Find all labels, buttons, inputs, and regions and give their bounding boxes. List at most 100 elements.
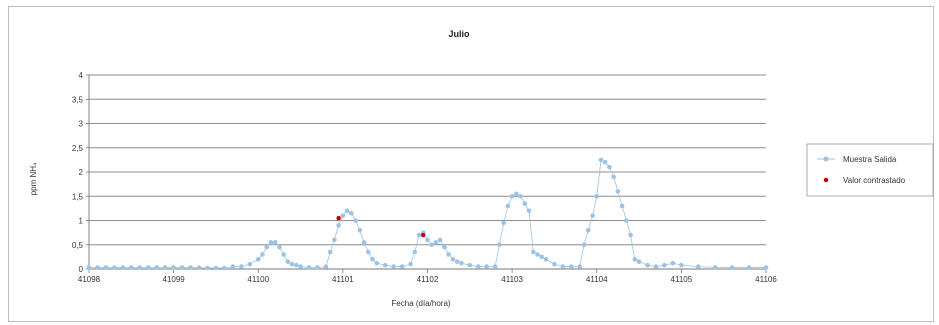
data-point-muestra-44 [370, 257, 375, 262]
data-point-muestra-9 [162, 265, 168, 270]
data-point-muestra-41 [357, 227, 363, 233]
data-point-muestra-22 [264, 244, 270, 250]
data-point-muestra-71 [518, 193, 523, 199]
data-point-muestra-16 [222, 265, 227, 271]
data-point-muestra-13 [196, 265, 202, 270]
data-point-muestra-104 [746, 265, 752, 270]
data-point-muestra-0 [86, 265, 92, 270]
x-tick-label-8: 41106 [755, 275, 777, 284]
data-point-muestra-105 [763, 265, 769, 270]
legend-label-valor: Valor contrastado [843, 176, 906, 185]
data-point-muestra-69 [509, 193, 515, 199]
data-point-muestra-97 [653, 264, 659, 269]
data-point-muestra-73 [526, 208, 532, 214]
data-point-muestra-30 [298, 264, 303, 269]
data-point-muestra-98 [662, 262, 667, 268]
data-point-muestra-65 [492, 264, 498, 269]
data-point-muestra-59 [450, 257, 456, 262]
data-point-muestra-55 [433, 240, 439, 245]
data-point-muestra-83 [585, 227, 591, 233]
data-point-muestra-58 [446, 252, 451, 257]
data-point-muestra-78 [552, 261, 557, 267]
data-point-muestra-80 [569, 264, 574, 269]
data-point-muestra-8 [154, 265, 159, 270]
legend-marker-muestra [823, 156, 829, 162]
legend: Muestra Salida Valor contrastado [806, 143, 934, 197]
chart-frame: Julio 0 0,5 1 1,5 2 2,5 3 3,5 4 41098 41099 41100 4… [8, 6, 934, 322]
data-point-muestra-14 [205, 265, 210, 271]
data-point-muestra-75 [535, 252, 540, 257]
x-tick-label-3: 41101 [332, 275, 354, 284]
x-ticks: 41098 41099 41100 41101 41102 41103 41104 41105… [78, 269, 777, 284]
data-point-muestra-33 [323, 264, 329, 269]
data-point-muestra-102 [712, 265, 718, 270]
data-point-muestra-67 [501, 220, 506, 226]
data-point-muestra-62 [467, 262, 473, 268]
data-point-muestra-64 [484, 264, 490, 269]
data-point-muestra-88 [607, 164, 612, 170]
data-point-muestra-85 [594, 193, 600, 199]
data-point-muestra-91 [619, 203, 625, 209]
y-tick-label-0: 0 [79, 265, 84, 274]
data-point-muestra-34 [327, 249, 333, 255]
y-tick-label-7: 3,5 [72, 95, 84, 104]
data-point-muestra-89 [611, 174, 616, 180]
legend-marker-valor [823, 177, 829, 183]
x-tick-label-7: 41105 [671, 275, 693, 284]
y-tick-label-8: 4 [79, 71, 84, 80]
data-point-muestra-94 [632, 257, 638, 262]
data-point-muestra-70 [514, 191, 519, 197]
x-tick-label-0: 41098 [78, 275, 101, 284]
chart-svg: Julio 00,511,522,533,54 41098 41099 41100 4… [29, 29, 934, 308]
data-point-muestra-46 [382, 262, 388, 268]
data-point-muestra-32 [315, 265, 320, 270]
data-point-muestra-27 [285, 259, 291, 265]
data-point-muestra-68 [505, 203, 511, 209]
y-tick-label-3: 1,5 [72, 192, 84, 201]
x-tick-label-5: 41103 [501, 275, 523, 284]
chart-title: Julio [448, 29, 470, 39]
data-point-muestra-37 [340, 213, 346, 218]
data-point-muestra-17 [230, 264, 236, 269]
data-point-muestra-84 [590, 213, 595, 218]
data-point-muestra-25 [277, 244, 282, 250]
legend-box [806, 143, 934, 197]
x-tick-label-2: 41100 [247, 275, 269, 284]
data-point-muestra-39 [349, 210, 354, 216]
data-point-muestra-21 [260, 252, 265, 257]
data-point-muestra-4 [120, 265, 126, 270]
data-point-muestra-56 [437, 237, 443, 243]
x-tick-label-4: 41102 [417, 275, 439, 284]
data-point-muestra-90 [615, 189, 621, 194]
data-point-muestra-79 [560, 264, 566, 269]
data-point-muestra-36 [336, 223, 341, 228]
data-point-muestra-31 [306, 265, 312, 270]
x-tick-label-6: 41104 [586, 275, 608, 284]
y-axis-label: ppm NH₄ [29, 163, 38, 196]
data-point-muestra-92 [624, 218, 629, 223]
series-line-0 [89, 159, 766, 269]
data-point-muestra-61 [459, 260, 464, 266]
data-point-muestra-66 [497, 242, 502, 248]
data-point-muestra-12 [188, 265, 193, 270]
data-point-muestra-6 [137, 265, 143, 270]
data-point-muestra-101 [696, 264, 701, 269]
data-point-muestra-51 [416, 232, 422, 238]
data-point-muestra-10 [171, 265, 176, 270]
data-point-muestra-5 [129, 265, 134, 270]
data-point-muestra-48 [399, 264, 405, 269]
data-point-valor-0 [336, 215, 341, 221]
data-point-muestra-57 [442, 244, 447, 250]
data-point-muestra-54 [429, 242, 435, 248]
data-point-muestra-3 [112, 265, 117, 270]
data-point-muestra-100 [679, 262, 684, 268]
data-point-muestra-28 [289, 261, 295, 267]
data-point-muestra-74 [530, 249, 536, 255]
data-point-muestra-47 [391, 264, 396, 269]
data-point-muestra-43 [365, 249, 371, 255]
y-tick-label-6: 3 [79, 120, 84, 129]
data-point-muestra-72 [522, 201, 528, 206]
data-point-muestra-24 [272, 240, 278, 245]
data-point-muestra-96 [645, 262, 650, 268]
data-point-muestra-7 [145, 265, 151, 270]
